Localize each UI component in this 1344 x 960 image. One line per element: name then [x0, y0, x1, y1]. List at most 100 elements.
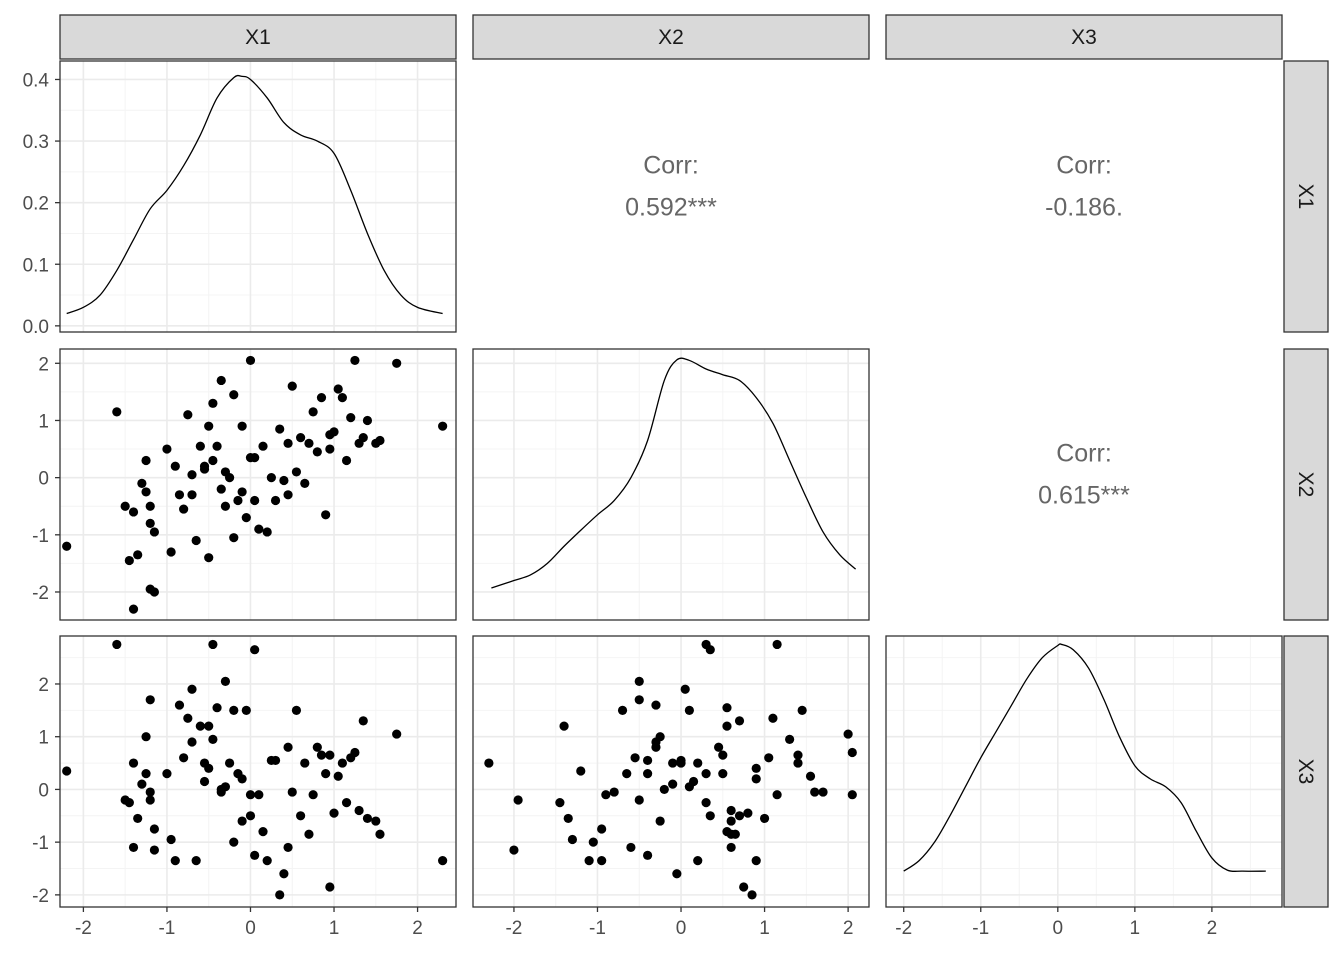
point: [258, 441, 268, 451]
x-tick-label: 1: [329, 918, 340, 939]
point: [805, 771, 816, 781]
point: [333, 771, 343, 781]
y-tick-label: 0: [38, 469, 49, 490]
point: [149, 824, 160, 834]
point: [187, 470, 197, 480]
point: [149, 587, 160, 597]
corr-value-X1-X3: -0.186.: [1045, 194, 1123, 222]
point: [287, 381, 297, 391]
point: [655, 816, 665, 826]
point: [484, 758, 494, 768]
point: [693, 856, 703, 866]
point: [559, 721, 569, 731]
strip-right-X1: [1283, 60, 1329, 333]
point: [764, 753, 774, 763]
point: [187, 490, 197, 500]
y-tick-label: 0.2: [23, 194, 49, 215]
point: [576, 766, 586, 776]
corr-value-X1-X2: 0.592***: [625, 194, 717, 222]
point: [337, 392, 347, 403]
point: [392, 358, 402, 368]
point: [341, 798, 352, 808]
x-tick-label: -1: [158, 918, 175, 939]
strip-right-X2: [1283, 348, 1329, 621]
point: [275, 424, 285, 434]
point: [245, 811, 256, 821]
point: [333, 384, 343, 394]
x-tick-label: -2: [895, 918, 912, 939]
point: [329, 427, 339, 437]
point: [555, 798, 565, 808]
point: [145, 787, 155, 797]
point: [734, 811, 745, 821]
point: [643, 755, 653, 766]
point: [212, 703, 222, 713]
point: [262, 856, 272, 866]
point: [224, 758, 235, 768]
x-tick-label: -2: [505, 918, 522, 939]
panel-bg-X3-X2: [473, 636, 869, 907]
point: [622, 769, 632, 779]
point: [609, 787, 619, 797]
point: [141, 455, 151, 466]
point: [651, 700, 661, 710]
point: [279, 869, 289, 879]
point: [726, 842, 736, 853]
point: [183, 410, 193, 420]
point: [270, 495, 281, 506]
point: [208, 639, 218, 650]
point: [254, 790, 264, 800]
point: [601, 790, 611, 800]
strip-right-X3: [1283, 635, 1329, 908]
point: [743, 808, 753, 818]
point: [179, 504, 189, 514]
point: [739, 882, 749, 892]
point: [634, 795, 644, 805]
point: [141, 732, 151, 742]
point: [204, 421, 214, 431]
point: [308, 790, 318, 800]
point: [112, 407, 122, 417]
point: [680, 684, 690, 694]
point: [718, 750, 728, 760]
grid-X3-X3: [886, 636, 1282, 907]
point: [643, 850, 653, 860]
point: [250, 495, 260, 506]
density-line-X3: [903, 643, 1266, 873]
point: [843, 729, 853, 739]
strip-label-top-X1: X1: [245, 26, 271, 49]
panel-bg-X3-X1: [60, 636, 456, 907]
point: [759, 813, 770, 824]
point: [375, 435, 385, 446]
x-tick-label: 0: [1053, 918, 1064, 939]
point: [124, 798, 134, 808]
point: [187, 684, 197, 694]
point: [141, 769, 151, 779]
point: [120, 501, 130, 511]
point: [634, 676, 644, 686]
y-tick-label: 2: [38, 675, 49, 696]
point: [693, 758, 703, 768]
point: [208, 398, 218, 408]
point: [730, 829, 740, 839]
point: [668, 779, 678, 789]
y-tick-label: -1: [32, 833, 49, 854]
point: [233, 495, 243, 506]
point: [183, 713, 193, 723]
point: [358, 716, 368, 726]
scatter-X3-X1: [62, 639, 448, 900]
point: [312, 447, 322, 457]
panel-bg-X3-X3: [886, 636, 1282, 907]
point: [676, 755, 686, 766]
point: [128, 507, 139, 517]
point: [195, 441, 205, 451]
point: [250, 645, 260, 655]
point: [643, 769, 653, 779]
point: [672, 869, 682, 879]
point: [705, 811, 715, 821]
point: [237, 487, 247, 497]
point: [199, 464, 210, 474]
panel-bg-X1-X1: [60, 61, 456, 332]
point: [262, 527, 272, 537]
